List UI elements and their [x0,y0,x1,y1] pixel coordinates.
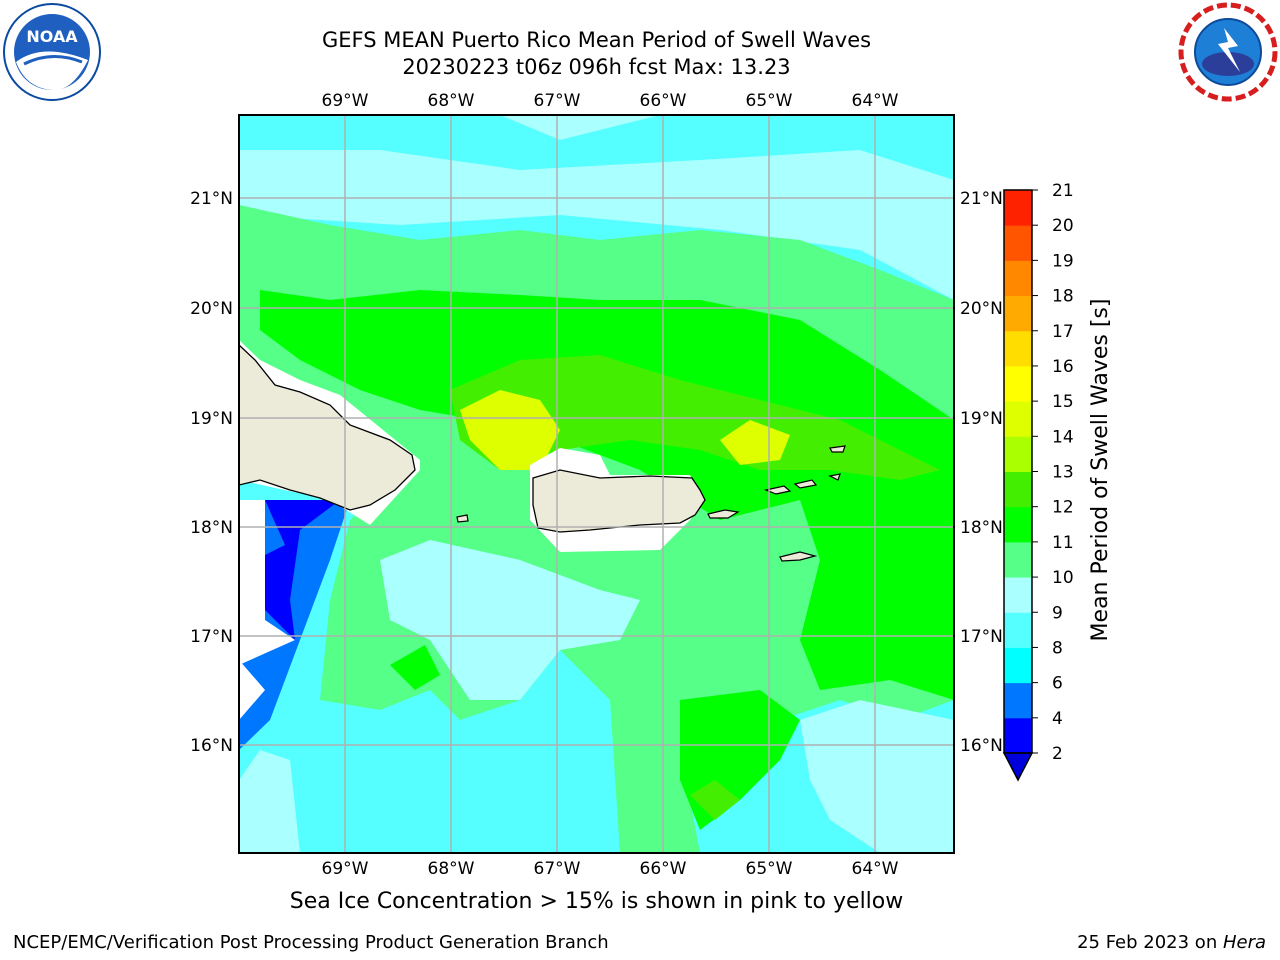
contour-8-9 [239,115,954,300]
lat-label: 18°N [960,518,1003,538]
colorbar-tick-label: 18 [1052,287,1074,307]
colorbar: 2 4 6 8 9 10 11 12 13 14 15 16 17 18 19 20 21 [1002,181,1074,782]
lat-label: 17°N [190,627,233,647]
colorbar-segment [1004,365,1032,402]
lon-label: 68°W [428,859,475,879]
chart-title: GEFS MEAN Puerto Rico Mean Period of Swe… [321,28,872,52]
longitude-labels-top: 69°W 68°W 67°W 66°W 65°W 64°W [322,91,899,111]
lon-label: 69°W [322,91,369,111]
lon-label: 66°W [640,859,687,879]
colorbar-extend-arrow [1002,752,1034,782]
colorbar-segment [1004,190,1032,226]
sea-ice-note: Sea Ice Concentration > 15% is shown in … [289,889,904,914]
colorbar-tick-label: 9 [1052,603,1063,623]
colorbar-tick-label: 16 [1052,357,1074,377]
credit-branch: NCEP/EMC/Verification Post Processing Pr… [13,932,609,953]
lon-label: 67°W [534,859,581,879]
colorbar-tick-label: 2 [1052,744,1063,764]
colorbar-segment [1004,225,1032,261]
contour-12-13-east [720,420,790,465]
lon-label: 66°W [640,91,687,111]
lon-label: 65°W [746,91,793,111]
colorbar-tick-label: 15 [1052,392,1074,412]
colorbar-segment [1004,436,1032,472]
colorbar-segment [1004,541,1032,578]
vieques-island [707,509,740,519]
puerto-rico-landmass [532,469,706,533]
noaa-logo-icon: NOAA [3,3,101,101]
lat-label: 19°N [960,409,1003,429]
colorbar-tick-label: 4 [1052,709,1063,729]
colorbar-segment [1004,295,1032,332]
colorbar-tick-label: 6 [1052,674,1063,694]
colorbar-segment [1004,330,1032,367]
contour-8-9-southeast [800,700,954,853]
hispaniola-landmass [239,344,416,511]
colorbar-segment [1004,647,1032,684]
graticule [239,115,954,853]
lat-label: 18°N [190,518,233,538]
lon-label: 67°W [534,91,581,111]
contour-8-9-south [380,540,640,700]
national-weather-service-logo-icon [1178,2,1278,102]
colorbar-segment [1004,506,1032,543]
colorbar-tick-label: 17 [1052,322,1074,342]
colorbar-tick-label: 21 [1052,181,1074,201]
colorbar-tick-label: 14 [1052,427,1074,447]
map-frame [238,114,955,854]
colorbar-segment [1004,682,1032,719]
colorbar-tick-label: 19 [1052,251,1074,271]
colorbar-segment [1004,260,1032,297]
contour-10-11 [260,290,954,700]
credit-host: Hera [1222,932,1266,953]
no-data-patch-west [239,660,265,720]
credit-date: 25 Feb 2023 on Hera [1077,932,1266,953]
colorbar-segment [1004,401,1032,437]
contour-6-8 [239,115,954,180]
contour-11-12-patch [690,780,740,820]
latitude-labels-left: 21°N 20°N 19°N 18°N 17°N 16°N [190,189,233,756]
credit-date-text: 25 Feb 2023 on [1077,932,1223,953]
contour-12-13 [460,390,560,470]
colorbar-tick-label: 20 [1052,216,1074,236]
colorbar-segment [1004,471,1032,508]
colorbar-tick-label: 12 [1052,498,1074,518]
mona-island [456,514,469,523]
colorbar-tick-label: 10 [1052,568,1074,588]
forecast-subtitle: 20230223 t06z 096h fcst Max: 13.23 [402,55,791,79]
noaa-logo-text: NOAA [26,27,78,46]
lon-label: 64°W [852,859,899,879]
lat-label: 20°N [960,299,1003,319]
lat-label: 17°N [960,627,1003,647]
colorbar-segment [1004,717,1032,754]
virgin-islands [763,445,846,495]
swell-period-field [239,115,954,853]
contour-8-9-sw [239,750,300,853]
colorbar-label: Mean Period of Swell Waves [s] [1088,299,1113,642]
lat-label: 20°N [190,299,233,319]
lon-label: 64°W [852,91,899,111]
st-croix-island [779,551,818,562]
lat-label: 21°N [960,189,1003,209]
lat-label: 19°N [190,409,233,429]
lat-label: 21°N [190,189,233,209]
colorbar-tick-label: 13 [1052,463,1074,483]
colorbar-tick-label: 8 [1052,638,1063,658]
colorbar-segment [1004,612,1032,648]
lat-label: 16°N [190,736,233,756]
no-data-patch-hispaniola-south [239,500,295,665]
lon-label: 69°W [322,859,369,879]
longitude-labels-bottom: 69°W 68°W 67°W 66°W 65°W 64°W [322,859,899,879]
colorbar-tick-label: 11 [1052,533,1074,553]
latitude-labels-right: 21°N 20°N 19°N 18°N 17°N 16°N [960,189,1003,756]
lon-label: 65°W [746,859,793,879]
lon-label: 68°W [428,91,475,111]
contour-below-2 [265,500,340,640]
lat-label: 16°N [960,736,1003,756]
contour-10-11-patch [390,645,440,690]
colorbar-segment [1004,577,1032,613]
